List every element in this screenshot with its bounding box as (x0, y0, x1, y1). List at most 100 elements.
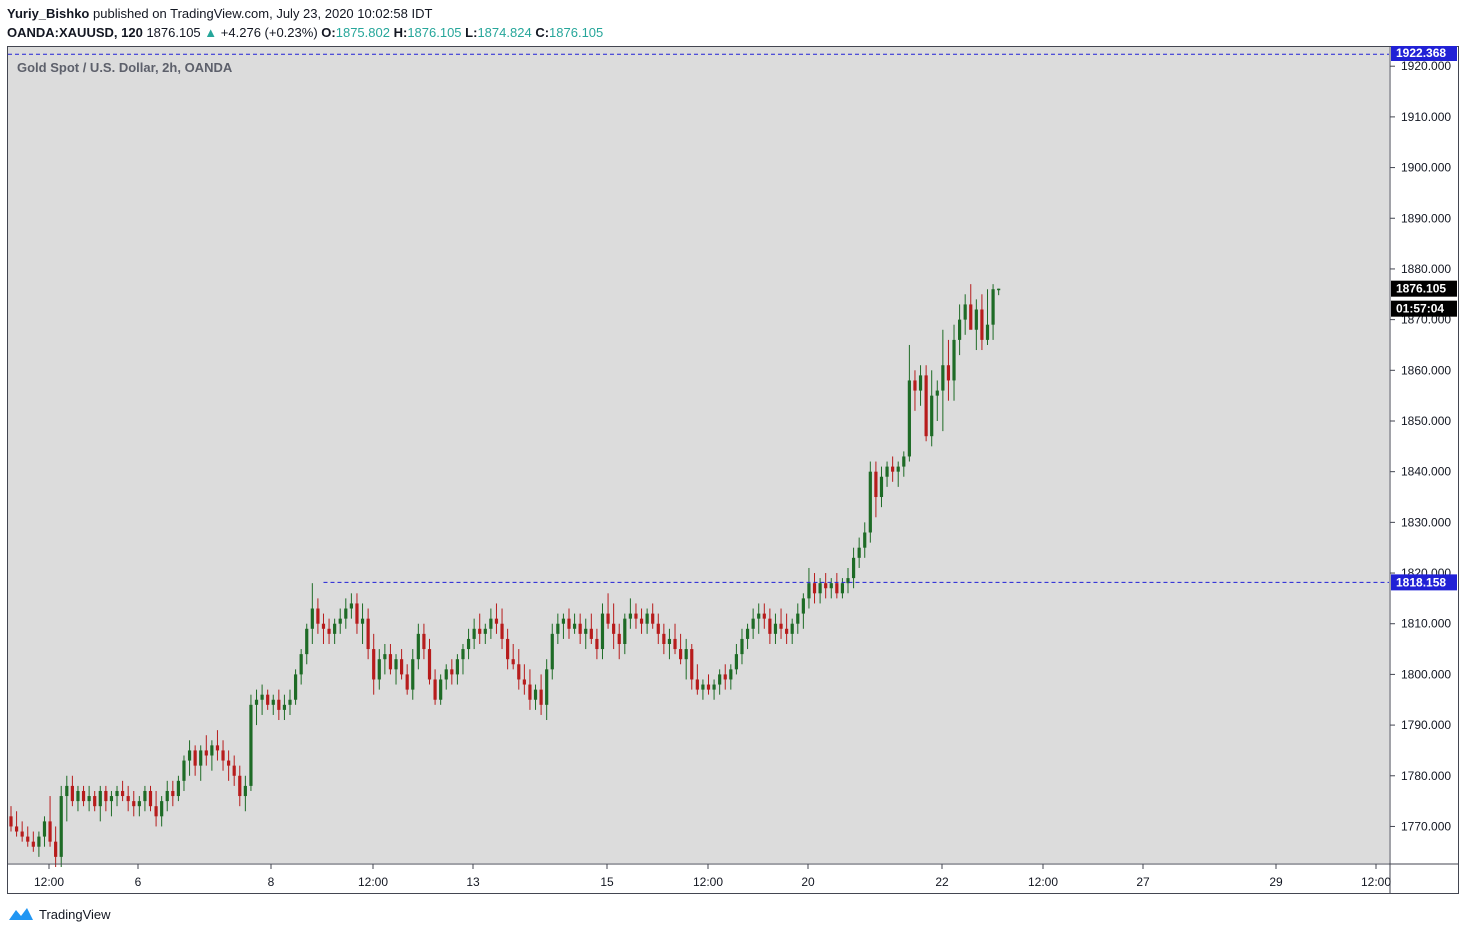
candle-body (137, 801, 141, 807)
candle-body (729, 669, 733, 680)
candle-body (561, 618, 566, 624)
candle-body (411, 659, 415, 690)
candle (327, 618, 331, 644)
candle (433, 669, 437, 705)
candle (344, 598, 348, 629)
candle-body (690, 649, 694, 680)
candle-body (299, 654, 303, 675)
candle-body (182, 760, 186, 781)
y-tick-label: 1780.000 (1401, 769, 1451, 783)
candle (455, 654, 459, 685)
candle (383, 643, 387, 675)
price-chart[interactable]: 1770.000 1780.000 1790.000 1800.000 1810.000… (7, 46, 1459, 894)
candle-body (383, 654, 387, 660)
level-price-label: 1922.368 (1391, 46, 1457, 61)
candle (656, 613, 660, 644)
chart-pane[interactable] (8, 47, 1389, 863)
candle-body (550, 633, 554, 670)
candle (472, 618, 476, 650)
candle-body (310, 608, 314, 629)
candle (372, 633, 376, 695)
candle (734, 643, 738, 675)
x-tick-label: 12:00 (1028, 875, 1058, 889)
candle-body (946, 365, 951, 381)
candle (199, 745, 203, 781)
candle (740, 628, 744, 665)
candle (165, 780, 169, 812)
candle-body (745, 628, 750, 639)
candle-body (539, 689, 543, 705)
candle-body (785, 628, 789, 634)
candle (277, 689, 281, 721)
candle (941, 329, 945, 432)
y-tick-label: 1830.000 (1401, 515, 1451, 529)
candle (109, 790, 114, 817)
candle (718, 669, 722, 695)
candle-body (874, 471, 878, 498)
candle-body (187, 750, 192, 761)
candle (589, 613, 593, 644)
candles (9, 284, 1001, 867)
publish-line: Yuriy_Bishko published on TradingView.co… (7, 6, 432, 21)
candle-body (706, 684, 711, 690)
candle (466, 628, 471, 660)
candle-body (176, 780, 180, 797)
candle-body (701, 684, 705, 690)
candle (249, 694, 253, 791)
candle (238, 765, 242, 807)
candle (679, 633, 683, 665)
candle-body (466, 638, 471, 650)
candle (54, 826, 58, 867)
candle-body (991, 289, 995, 325)
candle-body (634, 613, 638, 619)
time-axis[interactable]: 12:00 6 8 12:00 13 15 12:00 20 22 12:00 27 29 12:00 (34, 864, 1391, 889)
candle-body (227, 760, 231, 766)
y-tick-label: 1860.000 (1401, 363, 1451, 377)
candle (282, 694, 287, 721)
candle (572, 613, 577, 634)
candle (634, 603, 638, 629)
candle (288, 689, 292, 715)
candle-body (249, 704, 253, 786)
candle (500, 608, 504, 650)
candle (595, 628, 599, 660)
tradingview-logo[interactable]: TradingView (7, 906, 111, 922)
candle (20, 821, 24, 842)
candle-body (913, 380, 917, 391)
candle (349, 593, 353, 619)
x-tick-label: 12:00 (358, 875, 388, 889)
candle-body (360, 618, 365, 624)
candle-body (232, 765, 236, 776)
author-name[interactable]: Yuriy_Bishko (7, 6, 90, 21)
candle (745, 623, 750, 650)
candle-body (679, 649, 683, 660)
candle-body (684, 649, 688, 660)
candle-body (165, 790, 169, 802)
candle-body (779, 623, 783, 629)
symbol-label: OANDA:XAUUSD, 120 (7, 25, 143, 40)
candle-body (81, 790, 86, 802)
candle-body (773, 623, 778, 634)
y-tick-label: 1840.000 (1401, 465, 1451, 479)
candle (182, 755, 186, 791)
candle (126, 785, 130, 812)
y-tick-label: 1810.000 (1401, 617, 1451, 631)
candle (271, 694, 275, 715)
candle (210, 740, 214, 771)
candle-body (132, 801, 136, 807)
published-text: published on TradingView.com, July 23, 2… (93, 6, 433, 21)
candle (160, 796, 164, 827)
candle-body (349, 603, 353, 609)
candle-body (545, 669, 549, 705)
candle (796, 603, 800, 634)
candle (310, 583, 314, 644)
candle (684, 638, 688, 680)
candle (963, 294, 967, 335)
candle (639, 608, 644, 634)
candle-body (104, 790, 108, 802)
candle (187, 740, 192, 776)
candle-body (70, 785, 74, 802)
candle-body (567, 618, 571, 629)
candle (812, 573, 817, 604)
price-axis[interactable]: 1770.000 1780.000 1790.000 1800.000 1810.000… (1390, 59, 1451, 833)
